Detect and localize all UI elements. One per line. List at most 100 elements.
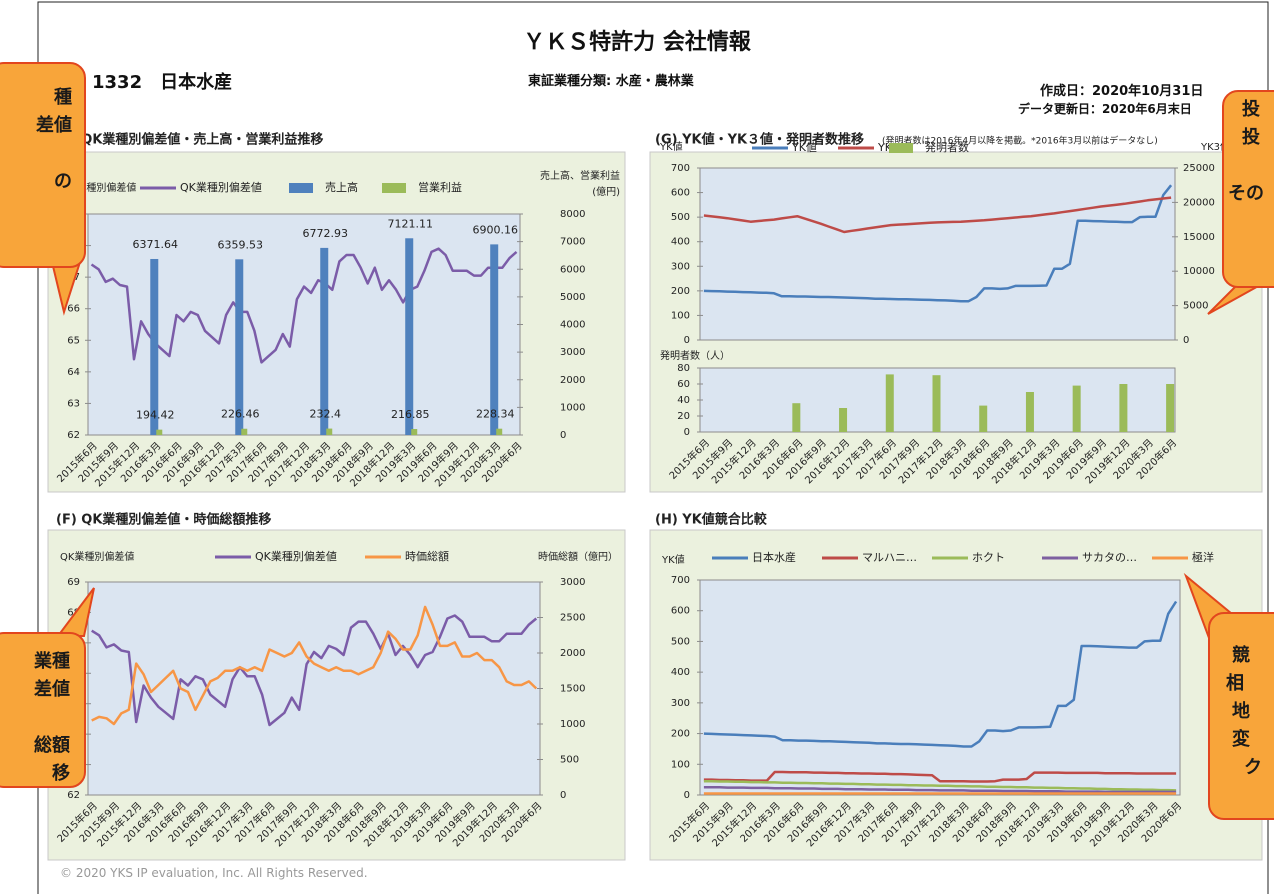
legend-swatch: [289, 183, 313, 193]
page-title: ＹＫＳ特許力 会社情報: [523, 30, 751, 55]
tick-label: 5000: [1183, 301, 1208, 312]
chart-note: (発明者数は2016年4月以降を掲載。*2016年3月以前はデータなし): [882, 135, 1158, 147]
tick-label: 1000: [560, 719, 585, 730]
tick-label: 100: [671, 759, 690, 770]
bar: [150, 258, 159, 435]
tick-label: 100: [671, 310, 690, 321]
chart-title: (H) YK値競合比較: [655, 512, 768, 528]
tick-label: 1500: [560, 684, 585, 695]
bar: [326, 428, 333, 435]
callout: 投 投 その: [1222, 90, 1274, 288]
legend-label: QK業種別偏差値: [180, 180, 262, 194]
bar: [405, 238, 414, 435]
callout: 競 相 地 変 ク: [1208, 612, 1274, 820]
callout-line: 競: [1232, 645, 1250, 666]
data-label: 194.42: [136, 409, 175, 422]
callout: 業種 差値 総額 移: [0, 632, 86, 788]
bar: [490, 244, 499, 435]
tick-label: 62: [67, 790, 80, 801]
bar: [1119, 384, 1128, 432]
line-series: [703, 196, 1172, 234]
callout-line: 地: [1232, 701, 1250, 722]
tick-label: 7000: [560, 237, 585, 248]
callout-line: 差値: [34, 679, 70, 700]
bar: [1166, 384, 1175, 432]
tick-label: 64: [67, 367, 80, 378]
callout-line: 投: [1242, 99, 1260, 120]
tick-label: 6000: [560, 264, 585, 275]
tick-label: 200: [671, 729, 690, 740]
legend-label: 日本水産: [752, 550, 796, 564]
callout: 種 差値 の: [0, 62, 86, 268]
legend-label: 極洋: [1192, 550, 1214, 564]
callout-line: ク: [1244, 757, 1262, 778]
line-series: [91, 605, 538, 726]
data-label: 6772.93: [302, 227, 348, 240]
bar: [241, 428, 248, 435]
tick-label: 3000: [560, 577, 585, 588]
legend-label: 発明者数: [925, 140, 969, 154]
y-axis-title: YK値: [659, 140, 683, 153]
y2-axis-title: 時価総額（億円）: [538, 550, 618, 563]
plot-area: [87, 213, 521, 436]
tick-label: 63: [67, 398, 80, 409]
legend-swatch: [382, 183, 406, 193]
line-series: [703, 786, 1177, 794]
tick-label: 2000: [560, 648, 585, 659]
line-series: [703, 770, 1177, 783]
bar: [979, 405, 988, 432]
tick-label: 300: [671, 261, 690, 272]
tick-label: 66: [67, 304, 80, 315]
tick-label: 67: [67, 272, 80, 283]
tick-label: 400: [671, 237, 690, 248]
legend-swatch: [889, 143, 913, 153]
legend-label: 営業利益: [418, 180, 462, 194]
tick-label: 15000: [1183, 232, 1215, 243]
tick-label: 69: [67, 577, 80, 588]
bar: [320, 247, 329, 435]
callout-line: 移: [52, 763, 70, 784]
line-series: [703, 184, 1173, 303]
tick-label: 65: [67, 335, 80, 346]
data-label: 232.4: [309, 408, 341, 421]
tick-label: 500: [671, 212, 690, 223]
data-label: 216.85: [391, 408, 430, 421]
plot-area: [87, 581, 541, 796]
bar: [496, 428, 503, 435]
bar: [1072, 385, 1081, 432]
legend-label: YK値: [791, 141, 817, 154]
data-label: 6359.53: [218, 238, 264, 251]
tick-label: 0: [684, 335, 690, 346]
callout-line: 種: [54, 87, 72, 108]
chart-title: (F) QK業種別偏差値・時価総額推移: [56, 512, 271, 528]
page-border: [37, 1, 1269, 894]
tick-label: 700: [671, 575, 690, 586]
callout-line: その: [1228, 183, 1264, 204]
tick-label: 8000: [560, 209, 585, 220]
y-axis-title: YK値: [661, 553, 685, 566]
created-date: 作成日：2020年10月31日: [1040, 84, 1204, 99]
tick-label: 2000: [560, 375, 585, 386]
data-label: 7121.11: [387, 217, 433, 230]
legend-label: QK業種別偏差値: [255, 549, 337, 563]
line-series: [703, 600, 1178, 748]
legend-label: 売上高: [325, 180, 358, 194]
callout-line: 変: [1232, 729, 1250, 750]
company: 1332 日本水産: [92, 72, 233, 93]
tick-label: 600: [671, 188, 690, 199]
line-series: [703, 779, 1177, 792]
tick-label: 25000: [1183, 163, 1215, 174]
tick-label: 62: [67, 430, 80, 441]
bar: [932, 375, 941, 432]
tick-label: 2500: [560, 613, 585, 624]
tick-label: 0: [560, 790, 566, 801]
bar: [885, 374, 894, 432]
tick-label: 5000: [560, 292, 585, 303]
legend-label: マルハニ…: [862, 551, 917, 564]
y-axis-title: QK業種別偏差値: [60, 550, 134, 563]
bar: [792, 403, 801, 432]
data-label: 6900.16: [472, 223, 518, 236]
callout-line: 業種: [34, 651, 70, 672]
tick-label: 68: [67, 607, 80, 618]
